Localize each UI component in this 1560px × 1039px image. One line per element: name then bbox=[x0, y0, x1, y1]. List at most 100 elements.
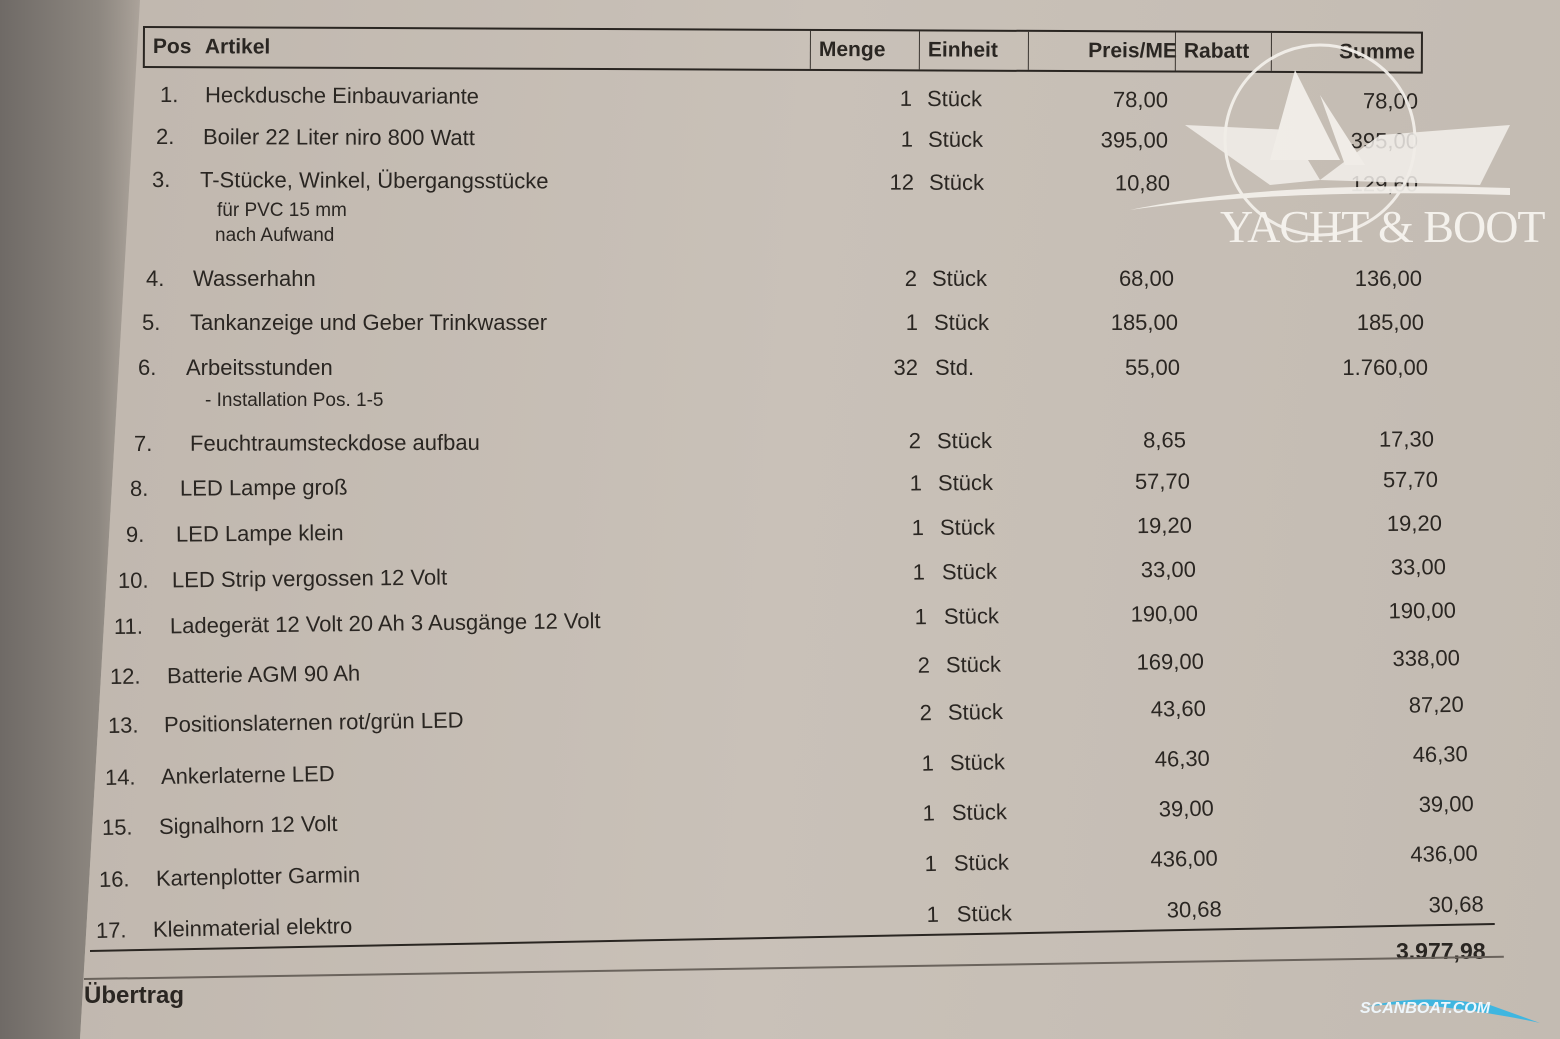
item-artikel: Heckdusche Einbauvariante bbox=[204, 82, 480, 109]
table-row: 5. Tankanzeige und Geber Trinkwasser 1 Stüc… bbox=[0, 310, 1560, 340]
item-einheit: Stück bbox=[956, 900, 1013, 927]
item-einheit: Stück bbox=[941, 558, 998, 585]
uebertrag-label: Übertrag bbox=[84, 982, 185, 1009]
item-preis: 68,00 bbox=[1118, 266, 1174, 291]
item-menge: 1 bbox=[912, 559, 926, 585]
item-subline: nach Aufwand bbox=[215, 225, 335, 246]
item-preis: 57,70 bbox=[1134, 468, 1191, 494]
item-einheit: Stück bbox=[947, 698, 1004, 725]
item-pos: 14. bbox=[104, 764, 136, 790]
item-einheit: Stück bbox=[934, 310, 990, 335]
yacht-boot-logo bbox=[1130, 43, 1510, 237]
item-pos: 5. bbox=[142, 310, 161, 335]
item-artikel: Kleinmaterial elektro bbox=[152, 913, 353, 942]
item-summe: 30,68 bbox=[1428, 891, 1484, 918]
item-artikel: LED Lampe groß bbox=[179, 474, 348, 501]
item-summe: 87,20 bbox=[1408, 691, 1464, 718]
item-preis: 169,00 bbox=[1136, 648, 1205, 675]
header-einheit: Einheit bbox=[918, 31, 1028, 70]
item-pos: 8. bbox=[129, 475, 149, 501]
item-preis: 30,68 bbox=[1166, 896, 1222, 923]
item-menge: 1 bbox=[922, 800, 936, 826]
item-pos: 7. bbox=[133, 430, 153, 456]
item-subline: - Installation Pos. 1-5 bbox=[205, 390, 384, 411]
item-menge: 2 bbox=[904, 266, 917, 291]
item-menge: 1 bbox=[900, 126, 914, 152]
item-pos: 3. bbox=[151, 167, 171, 193]
item-menge: 2 bbox=[908, 428, 922, 454]
item-preis: 55,00 bbox=[1124, 355, 1180, 380]
item-einheit: Stück bbox=[951, 799, 1008, 826]
item-pos: 9. bbox=[125, 521, 145, 547]
item-summe: 46,30 bbox=[1412, 741, 1468, 768]
invoice-total: 3.977,98 bbox=[1396, 938, 1486, 964]
item-pos: 12. bbox=[109, 663, 141, 689]
item-summe: 1.760,00 bbox=[1342, 355, 1428, 380]
item-pos: 6. bbox=[138, 355, 157, 380]
yacht-boot-watermark: YACHT & BOOT bbox=[1220, 201, 1546, 252]
item-summe: 39,00 bbox=[1418, 791, 1474, 818]
item-einheit: Stück bbox=[949, 749, 1006, 776]
item-preis: 8,65 bbox=[1143, 427, 1187, 453]
scanboat-wave-icon bbox=[1365, 999, 1540, 1023]
item-menge: 32 bbox=[893, 355, 918, 380]
item-pos: 1. bbox=[159, 82, 179, 108]
item-einheit: Stück bbox=[926, 86, 983, 112]
item-preis: 39,00 bbox=[1158, 795, 1215, 822]
item-artikel: Wasserhahn bbox=[193, 266, 316, 291]
item-einheit: Stück bbox=[928, 169, 985, 195]
item-artikel: Feuchtraumsteckdose aufbau bbox=[189, 429, 480, 456]
item-einheit: Stück bbox=[945, 651, 1002, 678]
item-summe: 19,20 bbox=[1386, 510, 1443, 536]
item-preis: 436,00 bbox=[1150, 845, 1218, 872]
item-menge: 1 bbox=[914, 604, 928, 630]
scanboat-watermark: SCANBOAT.COM bbox=[1360, 1000, 1491, 1017]
item-pos: 16. bbox=[98, 866, 130, 892]
item-summe: 17,30 bbox=[1378, 426, 1435, 452]
item-subline: für PVC 15 mm bbox=[217, 200, 347, 221]
item-menge: 1 bbox=[909, 470, 923, 496]
item-artikel: LED Lampe klein bbox=[175, 520, 344, 547]
header-pos: Pos bbox=[152, 35, 192, 59]
item-menge: 1 bbox=[924, 850, 938, 877]
item-summe: 136,00 bbox=[1354, 266, 1422, 291]
item-artikel: Arbeitsstunden bbox=[186, 355, 333, 380]
header-menge: Menge bbox=[809, 30, 919, 70]
item-preis: 46,30 bbox=[1154, 745, 1211, 772]
item-artikel: Kartenplotter Garmin bbox=[155, 861, 361, 891]
item-summe: 436,00 bbox=[1410, 840, 1478, 867]
item-summe: 190,00 bbox=[1388, 597, 1457, 624]
item-einheit: Stück bbox=[939, 514, 996, 540]
item-artikel: Ankerlaterne LED bbox=[160, 760, 335, 790]
item-menge: 2 bbox=[919, 700, 933, 726]
header-artikel: Artikel bbox=[204, 35, 271, 59]
table-row: 7. Feuchtraumsteckdose aufbau 2 Stück 8,65 17… bbox=[0, 426, 1560, 461]
item-artikel: Batterie AGM 90 Ah bbox=[166, 660, 361, 689]
item-einheit: Stück bbox=[937, 469, 994, 496]
item-summe: 33,00 bbox=[1390, 554, 1447, 580]
item-preis: 19,20 bbox=[1136, 512, 1193, 539]
item-preis: 33,00 bbox=[1140, 556, 1197, 583]
item-einheit: Stück bbox=[953, 849, 1010, 876]
item-einheit: Stück bbox=[943, 603, 1000, 629]
item-menge: 12 bbox=[889, 169, 915, 195]
item-menge: 1 bbox=[911, 515, 925, 541]
item-pos: 15. bbox=[101, 814, 133, 840]
item-einheit: Stück bbox=[936, 428, 993, 454]
item-pos: 10. bbox=[117, 567, 149, 593]
item-summe: 338,00 bbox=[1392, 645, 1461, 672]
item-preis: 190,00 bbox=[1130, 600, 1199, 627]
item-pos: 13. bbox=[107, 712, 139, 738]
item-preis: 185,00 bbox=[1110, 310, 1178, 335]
item-summe: 57,70 bbox=[1382, 466, 1439, 493]
item-artikel: Boiler 22 Liter niro 800 Watt bbox=[202, 124, 475, 151]
item-artikel: Positionslaternen rot/grün LED bbox=[163, 707, 464, 738]
item-artikel: Ladegerät 12 Volt 20 Ah 3 Ausgänge 12 Vo… bbox=[169, 608, 601, 639]
item-artikel: Tankanzeige und Geber Trinkwasser bbox=[190, 310, 548, 335]
item-menge: 1 bbox=[921, 750, 935, 776]
table-row: 6. Arbeitsstunden 32 Std. 55,00 1.760,00 bbox=[0, 355, 1560, 385]
table-row: 4. Wasserhahn 2 Stück 68,00 136,00 bbox=[0, 266, 1560, 296]
item-pos: 17. bbox=[95, 917, 127, 943]
item-einheit: Stück bbox=[932, 266, 988, 291]
item-pos: 11. bbox=[113, 613, 144, 639]
